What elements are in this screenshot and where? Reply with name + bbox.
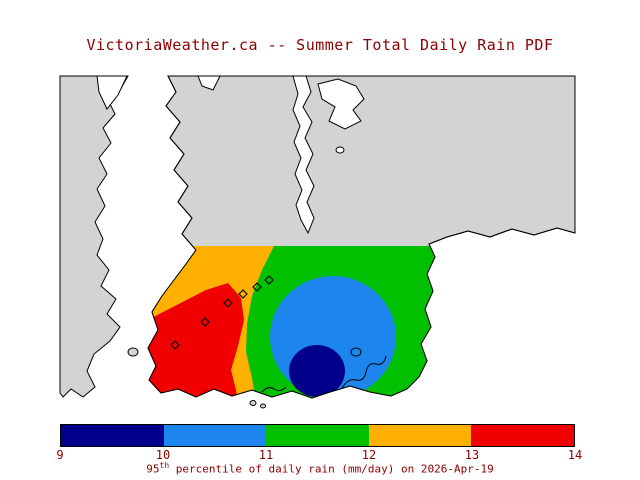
- land-layer: [59, 75, 576, 399]
- tick-label: 13: [464, 448, 480, 462]
- caption-text: percentile of daily rain (mm/day) on 202…: [169, 462, 494, 476]
- colorbar-segment-9-10: [61, 425, 164, 446]
- station-markers: [170, 275, 274, 350]
- tick-label: 12: [361, 448, 377, 462]
- station-marker-diamond: [238, 289, 248, 299]
- coastline-detail: [341, 355, 387, 389]
- caption-superscript: th: [159, 461, 170, 470]
- coast-notch-left: [96, 75, 128, 110]
- colorbar-segment-11-12: [266, 425, 369, 446]
- station-marker-diamond: [170, 340, 180, 350]
- colorbar-segment-12-13: [368, 425, 472, 446]
- coastline-detail: [350, 347, 362, 357]
- island: [260, 403, 266, 409]
- island: [127, 347, 139, 357]
- island: [249, 400, 257, 406]
- inlet-bay: [317, 78, 365, 130]
- station-marker-diamond: [264, 275, 274, 285]
- inlet-fjord: [292, 75, 315, 235]
- water-detail-layer: [96, 75, 365, 235]
- contour-band-9-10: [289, 345, 345, 397]
- colorbar: [60, 424, 575, 447]
- tick-label: 14: [567, 448, 583, 462]
- coastline-detail-layer: [261, 347, 387, 393]
- colorbar-ticks: 9 10 11 12 13 14: [0, 448, 640, 462]
- left-peninsula-land: [59, 75, 129, 398]
- station-marker-diamond: [252, 282, 262, 292]
- tick-label: 11: [258, 448, 274, 462]
- contour-layer: [148, 246, 452, 398]
- tick-label: 10: [155, 448, 171, 462]
- station-marker-diamond: [223, 298, 233, 308]
- station-marker-diamond: [200, 317, 210, 327]
- coast-notch-top: [197, 75, 221, 91]
- colorbar-caption: 95th percentile of daily rain (mm/day) o…: [0, 461, 640, 476]
- tick-label: 9: [56, 448, 64, 462]
- colorbar-segment-10-11: [163, 425, 267, 446]
- lake: [335, 146, 345, 154]
- contour-band-13-14: [148, 283, 244, 398]
- coastline-detail: [261, 386, 287, 393]
- page-title: VictoriaWeather.ca -- Summer Total Daily…: [86, 36, 554, 54]
- caption-value: 95: [146, 462, 160, 476]
- island-layer: [127, 347, 266, 409]
- colorbar-segment-13-14: [471, 425, 574, 446]
